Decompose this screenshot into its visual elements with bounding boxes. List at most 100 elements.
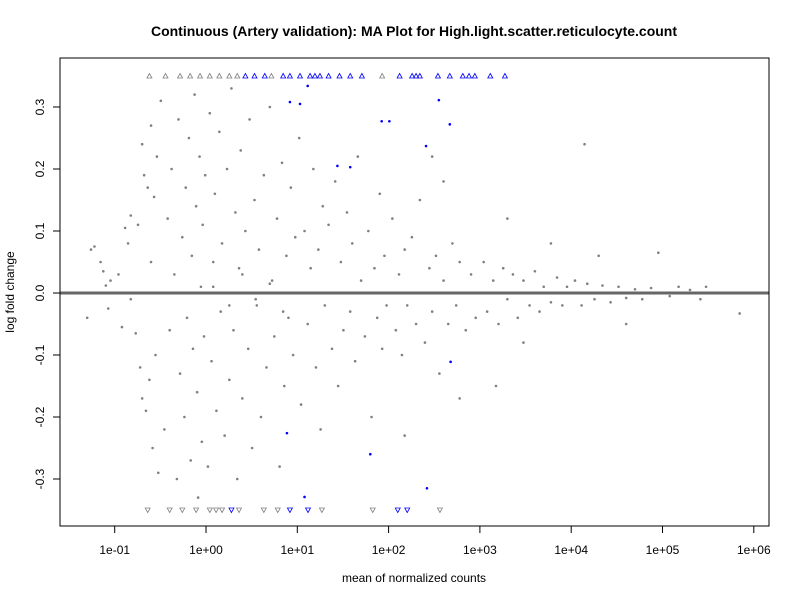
gene-dot-point [312,167,315,171]
gene-dot-point [330,347,334,351]
gene-triangle-up-point [186,72,194,79]
gene-dot-point [248,118,251,121]
gene-dot-point [219,310,223,313]
gene-dot-point [85,316,89,320]
y-tick-label: -0.3 [33,468,47,489]
gene-dot-point [549,301,553,304]
gene-dot-point [506,297,509,301]
x-tick-label: 1e+02 [372,543,406,557]
gene-dot-point [270,279,274,282]
gene-dot-point [184,186,188,189]
gene-dot-point [375,316,379,320]
gene-dot-point [497,322,500,326]
gene-dot-point [262,173,266,177]
significant-dot-point [303,495,306,499]
gene-dot-point [211,285,215,289]
gene-dot-point [241,397,244,400]
significant-dot-point [437,98,441,102]
y-axis-label: log fold change [3,251,17,333]
gene-dot-point [278,465,281,468]
gene-triangle-down-point [179,507,186,514]
gene-dot-point [268,282,272,286]
gene-dot-point [469,273,473,276]
significant-dot-point [380,119,383,123]
gene-dot-point [287,316,290,320]
significant-triangle-up-point [416,72,424,79]
gene-dot-point [134,332,138,335]
gene-dot-point [511,273,515,276]
gene-triangle-up-point [226,72,233,79]
significant-dot-point [388,119,391,123]
gene-dot-point [410,235,414,239]
gene-dot-point [309,266,312,270]
significant-triangle-up-point [316,72,324,79]
x-tick-label: 1e+00 [189,543,223,557]
gene-triangle-down-point [260,507,268,514]
gene-triangle-down-point [144,507,151,514]
gene-dot-point [418,198,422,202]
gene-dot-point [370,415,373,419]
gene-dot-point [259,415,263,419]
gene-dot-point [253,198,256,202]
gene-dot-point [201,223,204,227]
gene-dot-point [175,477,179,481]
gene-dot-point [394,328,398,332]
gene-dot-point [280,161,284,165]
significant-triangle-up-point [286,72,294,79]
gene-dot-point [323,304,327,307]
gene-dot-point [522,279,525,282]
gene-dot-point [601,284,604,287]
significant-triangle-up-point [347,72,354,79]
gene-dot-point [210,359,213,363]
gene-dot-point [177,118,180,121]
gene-dot-point [257,248,261,251]
gene-triangle-down-point [218,507,226,514]
gene-triangle-down-point [206,507,213,514]
gene-dot-point [163,428,166,431]
gene-dot-point [397,273,401,276]
gene-triangle-up-point [196,72,204,79]
x-tick-label: 1e+03 [463,543,497,557]
gene-dot-point [704,285,708,289]
gene-dot-point [199,285,203,289]
significant-triangle-up-point [471,72,479,79]
gene-dot-point [148,378,151,382]
gene-dot-point [195,390,199,394]
gene-dot-point [109,279,112,282]
significant-triangle-down-point [394,507,401,514]
gene-dot-point [442,180,445,183]
significant-triangle-up-point [306,72,314,79]
gene-dot-point [356,155,360,158]
gene-triangle-up-point [378,72,386,79]
gene-dot-point [265,366,268,369]
significant-triangle-up-point [261,72,268,79]
gene-triangle-up-point [234,72,241,79]
gene-dot-point [555,276,559,279]
y-tick-label: 0.2 [33,160,47,177]
gene-dot-point [144,409,148,413]
gene-dot-point [353,359,357,363]
gene-dot-point [336,384,340,388]
gene-dot-point [126,242,130,245]
gene-dot-point [235,477,239,481]
gene-dot-point [117,273,120,276]
gene-dot-point [232,328,235,332]
gene-triangle-down-point [166,507,173,514]
gene-dot-point [367,229,370,233]
gene-dot-point [159,99,163,103]
gene-dot-point [464,328,468,332]
gene-dot-point [244,229,247,233]
gene-triangle-down-point [192,507,200,514]
gene-dot-point [580,304,583,307]
significant-dot-point [288,100,292,104]
gene-dot-point [677,285,680,289]
significant-triangle-up-point [325,72,332,79]
gene-dot-point [454,304,458,307]
gene-triangle-up-point [206,72,213,79]
gene-dot-point [237,266,241,270]
gene-dot-point [173,273,176,276]
gene-dot-point [458,397,461,400]
gene-dot-point [213,192,217,196]
gene-dot-point [583,142,586,146]
gene-dot-point [423,341,427,344]
